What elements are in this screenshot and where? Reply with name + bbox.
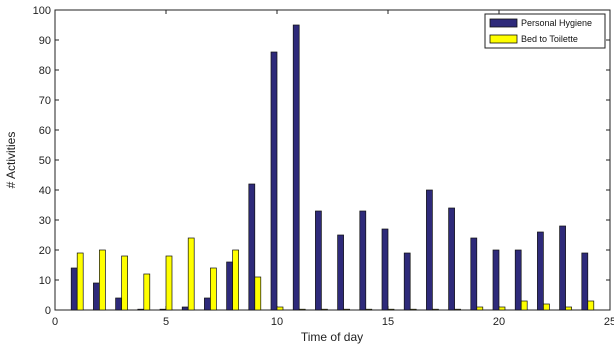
bar-bed-to-toilette bbox=[276, 306, 284, 311]
y-axis: 0 10 20 30 40 50 60 70 80 90 100 bbox=[33, 5, 610, 317]
bar-personal-hygiene bbox=[315, 210, 322, 311]
bar-personal-hygiene bbox=[204, 297, 211, 311]
bar-bed-to-toilette bbox=[187, 237, 195, 311]
bar-personal-hygiene bbox=[403, 252, 411, 311]
bar-personal-hygiene bbox=[426, 189, 433, 311]
bar-personal-hygiene bbox=[270, 51, 278, 311]
bar-personal-hygiene bbox=[181, 306, 189, 311]
bar-bed-to-toilette bbox=[498, 306, 506, 311]
bar-personal-hygiene bbox=[448, 207, 455, 311]
legend-swatch-personal-hygiene bbox=[489, 18, 518, 28]
bar-bed-to-toilette bbox=[387, 308, 395, 311]
y-tick-label: 100 bbox=[33, 5, 51, 17]
y-axis-title: # Activities bbox=[4, 132, 18, 189]
bar-bed-to-toilette bbox=[343, 308, 350, 311]
bar-personal-hygiene bbox=[70, 267, 78, 311]
bar-bed-to-toilette bbox=[565, 306, 572, 311]
y-tick-label: 90 bbox=[39, 35, 51, 47]
x-tick-label: 20 bbox=[493, 316, 505, 328]
bar-bed-to-toilette bbox=[254, 276, 262, 311]
bar-bed-to-toilette bbox=[99, 249, 106, 311]
bar-bed-to-toilette bbox=[165, 255, 173, 311]
bar-bed-to-toilette bbox=[143, 273, 151, 311]
bar-bed-to-toilette bbox=[409, 308, 417, 311]
legend-swatch-bed-to-toilette bbox=[489, 34, 518, 44]
legend-label-bed-to-toilette: Bed to Toilette bbox=[521, 34, 578, 44]
y-tick-label: 10 bbox=[39, 275, 51, 287]
bar-personal-hygiene bbox=[115, 297, 122, 311]
bar-bed-to-toilette bbox=[76, 252, 84, 311]
bar-bed-to-toilette bbox=[432, 308, 439, 311]
bar-bed-to-toilette bbox=[587, 300, 595, 311]
bar-personal-hygiene bbox=[159, 308, 167, 311]
bar-personal-hygiene bbox=[93, 282, 100, 311]
bar-bed-to-toilette bbox=[121, 255, 128, 311]
bar-personal-hygiene bbox=[581, 252, 589, 311]
bar-personal-hygiene bbox=[514, 249, 522, 311]
y-tick-label: 40 bbox=[39, 185, 51, 197]
y-tick-label: 70 bbox=[39, 95, 51, 107]
bar-bed-to-toilette bbox=[365, 308, 373, 311]
x-tick-label: 5 bbox=[163, 316, 169, 328]
y-tick-label: 30 bbox=[39, 215, 51, 227]
bar-bed-to-toilette bbox=[321, 308, 328, 311]
bar-personal-hygiene bbox=[537, 231, 544, 311]
bar-personal-hygiene bbox=[292, 24, 300, 311]
bar-personal-hygiene bbox=[492, 249, 500, 311]
bar-bed-to-toilette bbox=[543, 303, 550, 311]
legend: Personal Hygiene Bed to Toilette bbox=[484, 13, 606, 49]
x-axis: 0 5 10 15 20 25 bbox=[52, 10, 614, 328]
bar-personal-hygiene bbox=[137, 308, 145, 311]
bar-personal-hygiene bbox=[248, 183, 256, 311]
y-tick-label: 0 bbox=[45, 305, 51, 317]
bar-personal-hygiene bbox=[381, 228, 389, 311]
bar-bed-to-toilette bbox=[476, 306, 484, 311]
x-tick-label: 0 bbox=[52, 316, 58, 328]
bar-bed-to-toilette bbox=[454, 308, 461, 311]
y-tick-label: 80 bbox=[39, 65, 51, 77]
bar-bed-to-toilette bbox=[520, 300, 528, 311]
bar-personal-hygiene bbox=[226, 261, 233, 311]
plot-area bbox=[54, 9, 611, 311]
x-axis-title: Time of day bbox=[301, 330, 363, 344]
bar-personal-hygiene bbox=[337, 234, 344, 311]
y-tick-label: 60 bbox=[39, 125, 51, 137]
bar-bed-to-toilette bbox=[232, 249, 239, 311]
bar-personal-hygiene bbox=[559, 225, 566, 311]
bar-personal-hygiene bbox=[359, 210, 367, 311]
y-tick-label: 50 bbox=[39, 155, 51, 167]
bar-bed-to-toilette bbox=[210, 267, 217, 311]
bars bbox=[70, 24, 595, 311]
x-tick-label: 15 bbox=[382, 316, 394, 328]
x-tick-label: 25 bbox=[604, 316, 614, 328]
y-tick-label: 20 bbox=[39, 245, 51, 257]
bar-bed-to-toilette bbox=[298, 308, 306, 311]
legend-label-personal-hygiene: Personal Hygiene bbox=[521, 18, 592, 28]
x-tick-label: 10 bbox=[271, 316, 283, 328]
bar-personal-hygiene bbox=[470, 237, 478, 311]
